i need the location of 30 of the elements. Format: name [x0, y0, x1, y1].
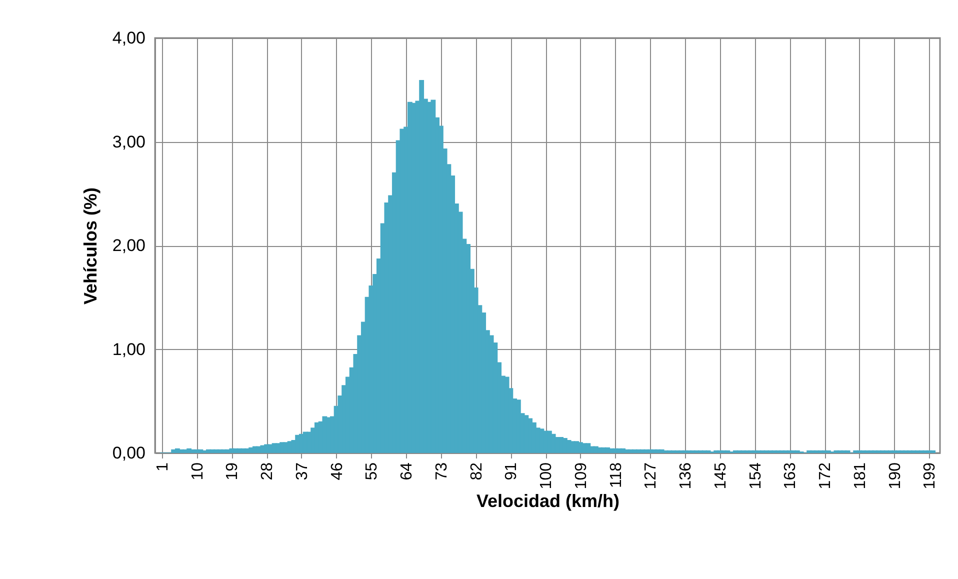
x-tick-label: 181 [852, 462, 869, 490]
x-tick-label: 163 [782, 462, 800, 490]
x-tick-label: 55 [364, 462, 381, 480]
x-tick-label: 154 [747, 462, 764, 490]
x-tick-label: 19 [224, 462, 242, 480]
x-tick-label: 1 [154, 462, 172, 472]
y-tick-label: 3,00 [112, 132, 146, 152]
y-axis-title: Vehículos (%) [80, 187, 100, 305]
x-tick-label: 46 [328, 462, 346, 480]
x-tick-label: 136 [678, 462, 695, 490]
y-tick-label: 1,00 [112, 340, 146, 359]
x-axis-title: Velocidad (km/h) [476, 491, 620, 512]
x-tick-label: 127 [642, 462, 660, 490]
x-tick-label: 37 [294, 462, 311, 480]
x-tick-label: 118 [608, 462, 625, 488]
x-tick-label: 109 [572, 462, 590, 490]
x-tick-label: 100 [538, 462, 556, 490]
x-tick-label: 172 [817, 462, 834, 490]
y-tick-label: 4,00 [112, 28, 146, 48]
x-tick-label: 28 [259, 462, 276, 480]
y-tick-label: 0,00 [112, 444, 146, 462]
x-tick-label: 91 [503, 462, 520, 480]
y-tick-label: 2,00 [112, 236, 146, 255]
x-tick-label: 10 [189, 462, 206, 480]
x-tick-label: 190 [886, 462, 904, 490]
x-tick-label: 82 [468, 462, 486, 480]
x-tick-label: 199 [922, 462, 939, 490]
x-tick-label: 64 [398, 462, 416, 480]
x-tick-label: 145 [712, 462, 730, 490]
x-tick-label: 73 [433, 462, 450, 480]
